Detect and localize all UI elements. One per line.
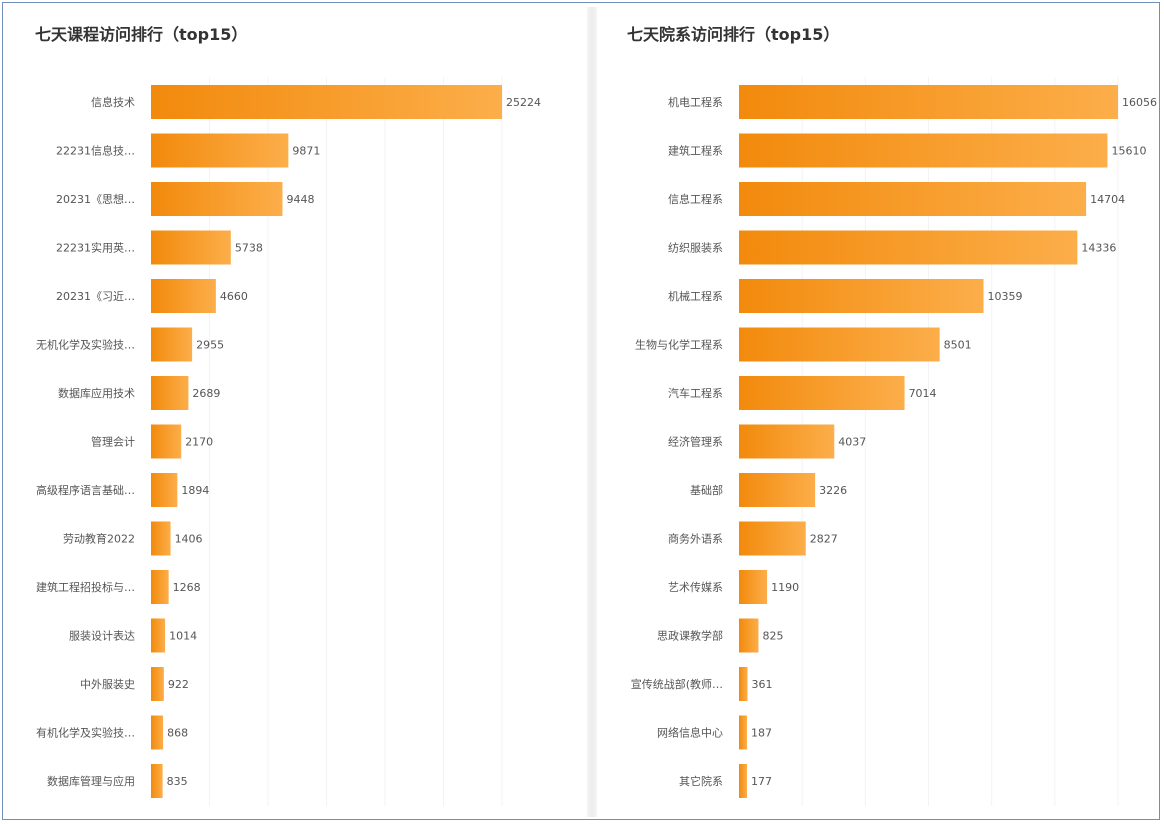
bar[interactable] (739, 376, 905, 410)
bar[interactable] (151, 521, 171, 556)
value-label: 1894 (181, 484, 209, 497)
value-label: 15610 (1111, 145, 1146, 158)
category-label: 经济管理系 (668, 435, 723, 449)
category-label: 信息工程系 (668, 192, 723, 206)
department-ranking-title: 七天院系访问排行（top15） (627, 25, 840, 44)
bar[interactable] (151, 618, 166, 653)
course-ranking-title: 七天课程访问排行（top15） (35, 25, 248, 44)
value-label: 7014 (909, 387, 937, 400)
bar[interactable] (739, 133, 1108, 168)
category-label: 艺术传媒系 (668, 581, 723, 594)
category-label: 基础部 (690, 483, 723, 497)
bar[interactable] (151, 424, 182, 459)
value-label: 4037 (838, 436, 866, 449)
bar[interactable] (151, 376, 189, 410)
bar[interactable] (739, 279, 984, 313)
category-label: 数据库管理与应用 (47, 774, 135, 788)
value-label: 2689 (192, 387, 220, 400)
bar[interactable] (739, 230, 1078, 265)
category-label: 其它院系 (679, 774, 723, 788)
bar[interactable] (151, 327, 193, 362)
bar[interactable] (739, 85, 1118, 119)
category-label: 纺织服装系 (668, 241, 723, 255)
category-label: 机电工程系 (668, 95, 723, 109)
value-label: 2170 (185, 436, 213, 449)
department-ranking-chart: 机电工程系 16056 建筑工程系 15610 信息工程系 14704 纺织服装系 14336… (631, 77, 1157, 806)
value-label: 361 (752, 678, 773, 691)
panel-divider (587, 7, 597, 817)
value-label: 16056 (1122, 96, 1157, 109)
bar[interactable] (151, 85, 502, 119)
bar[interactable] (739, 667, 748, 701)
category-label: 22231信息技… (56, 144, 135, 158)
bar[interactable] (739, 570, 768, 604)
category-label: 劳动教育2022 (63, 532, 135, 546)
bar[interactable] (739, 473, 816, 507)
value-label: 1014 (169, 630, 197, 643)
value-label: 14704 (1090, 193, 1125, 206)
bar[interactable] (151, 230, 231, 265)
value-label: 14336 (1081, 242, 1116, 255)
category-label: 思政课教学部 (657, 629, 723, 643)
value-label: 1268 (173, 581, 201, 594)
bar[interactable] (739, 182, 1087, 216)
category-label: 中外服装史 (80, 678, 135, 691)
bar[interactable] (151, 570, 169, 604)
bar[interactable] (739, 327, 940, 362)
value-label: 868 (167, 727, 188, 740)
value-label: 8501 (944, 339, 972, 352)
value-label: 922 (168, 678, 189, 691)
bar[interactable] (151, 133, 289, 168)
category-label: 20231《思想… (56, 192, 135, 206)
bar[interactable] (739, 764, 747, 798)
bar[interactable] (151, 182, 283, 216)
bar[interactable] (739, 715, 747, 750)
category-label: 服装设计表达 (69, 629, 135, 643)
department-ranking-panel: 七天院系访问排行（top15） 机电工程系 16056 建筑工程系 15610 信息工程… (601, 7, 1157, 817)
value-label: 10359 (988, 290, 1023, 303)
category-label: 无机化学及实验技… (36, 338, 135, 352)
course-ranking-chart: 信息技术 25224 22231信息技… 9871 20231《思想… 9448 22231… (36, 77, 541, 806)
bar[interactable] (739, 618, 759, 653)
course-ranking-panel: 七天课程访问排行（top15） 信息技术 25224 22231信息技… 9871 20… (7, 7, 583, 817)
value-label: 2955 (196, 339, 224, 352)
category-label: 机械工程系 (668, 289, 723, 303)
category-label: 20231《习近… (56, 290, 135, 303)
value-label: 187 (751, 727, 772, 740)
category-label: 管理会计 (91, 435, 135, 449)
category-label: 生物与化学工程系 (635, 338, 723, 352)
category-label: 22231实用英… (56, 241, 135, 255)
category-label: 数据库应用技术 (58, 386, 135, 400)
value-label: 177 (751, 775, 772, 788)
category-label: 汽车工程系 (668, 386, 723, 400)
bar[interactable] (151, 764, 163, 798)
bar[interactable] (151, 715, 164, 750)
bar[interactable] (151, 473, 178, 507)
value-label: 9448 (286, 193, 314, 206)
value-label: 5738 (235, 242, 263, 255)
value-label: 3226 (819, 484, 847, 497)
category-label: 建筑工程招投标与… (36, 580, 135, 594)
value-label: 835 (167, 775, 188, 788)
value-label: 1190 (771, 581, 799, 594)
category-label: 高级程序语言基础… (36, 483, 135, 497)
value-label: 4660 (220, 290, 248, 303)
value-label: 1406 (175, 533, 203, 546)
bar[interactable] (739, 521, 806, 556)
bar[interactable] (151, 279, 216, 313)
category-label: 建筑工程系 (668, 144, 723, 158)
category-label: 有机化学及实验技… (36, 726, 135, 740)
bar[interactable] (151, 667, 164, 701)
value-label: 9871 (292, 145, 320, 158)
bar[interactable] (739, 424, 835, 459)
value-label: 25224 (506, 96, 541, 109)
value-label: 2827 (810, 533, 838, 546)
category-label: 商务外语系 (668, 532, 723, 546)
category-label: 宣传统战部(教师… (631, 677, 723, 691)
category-label: 信息技术 (91, 95, 135, 109)
value-label: 825 (762, 630, 783, 643)
category-label: 网络信息中心 (657, 726, 723, 740)
